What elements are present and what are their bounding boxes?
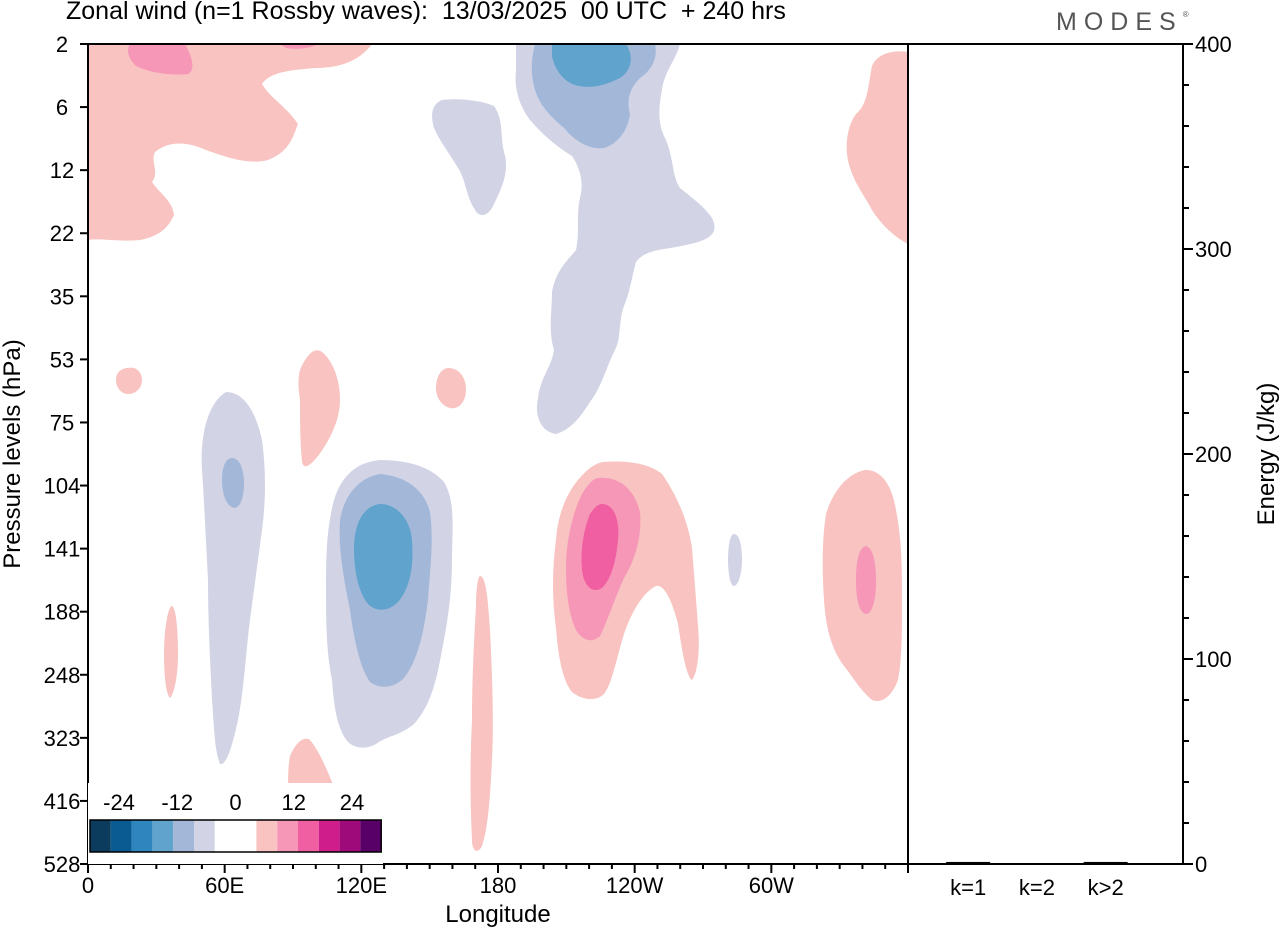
energy-category-label: k=1 bbox=[950, 875, 986, 900]
y-tick-label: 2 bbox=[56, 32, 68, 57]
y-tick-label: 6 bbox=[56, 95, 68, 120]
energy-tick-label: 100 bbox=[1195, 647, 1232, 672]
contour-negative-blob-upper bbox=[432, 99, 507, 216]
y-tick-label: 416 bbox=[44, 789, 81, 814]
x-tick-label: 180 bbox=[480, 873, 517, 898]
y-tick-label: 75 bbox=[50, 410, 74, 435]
contour-positive-right-core bbox=[856, 546, 876, 614]
chart-title: Zonal wind (n=1 Rossby waves): 13/03/202… bbox=[66, 0, 786, 25]
y-tick-label: 323 bbox=[44, 726, 81, 751]
x-axis-ticks: 0 60E 120E 180 120W 60W bbox=[82, 864, 909, 898]
logo-text: MODES bbox=[1056, 8, 1183, 36]
contour-positive-streak-180 bbox=[470, 576, 493, 851]
y-tick-label: 248 bbox=[44, 663, 81, 688]
colorbar-swatch bbox=[256, 820, 278, 852]
energy-tick-label: 300 bbox=[1195, 237, 1232, 262]
contour-positive-topleft bbox=[88, 44, 372, 241]
y-tick-label: 35 bbox=[50, 284, 74, 309]
x-tick-label: 60W bbox=[749, 873, 794, 898]
colorbar-swatch bbox=[235, 820, 257, 852]
colorbar-frame bbox=[89, 819, 382, 853]
colorbar-swatch bbox=[360, 820, 382, 852]
contour-positive-streak-35e bbox=[164, 606, 178, 698]
modes-logo: MODES® bbox=[1056, 8, 1189, 37]
energy-bar bbox=[1083, 861, 1128, 864]
y-tick-label: 141 bbox=[44, 537, 81, 562]
colorbar-swatch bbox=[318, 820, 340, 852]
x-tick-label: 120W bbox=[606, 873, 664, 898]
energy-category-label: k>2 bbox=[1088, 875, 1124, 900]
energy-category-label: k=2 bbox=[1019, 875, 1055, 900]
energy-axis-ticks: 0 100 200 300 400 bbox=[1183, 32, 1232, 877]
colorbar: -24 -12 0 12 24 bbox=[88, 783, 383, 864]
contour-negative-column bbox=[515, 44, 715, 434]
contour-negative-spot-60w bbox=[728, 534, 742, 586]
colorbar-swatch bbox=[131, 820, 153, 852]
y-axis-ticks: 2 6 12 22 35 53 75 104 141 188 248 323 416 528 bbox=[44, 32, 88, 877]
energy-axis-title: Energy (J/kg) bbox=[1253, 383, 1280, 526]
colorbar-label: 24 bbox=[340, 790, 364, 815]
x-tick-label: 120E bbox=[336, 873, 387, 898]
energy-tick-label: 400 bbox=[1195, 32, 1232, 57]
x-tick-label: 0 bbox=[82, 873, 94, 898]
colorbar-swatch bbox=[339, 820, 361, 852]
contour-positive-main-core bbox=[581, 504, 619, 590]
x-tick-label: 60E bbox=[205, 873, 244, 898]
colorbar-swatch bbox=[277, 820, 298, 852]
registered-mark: ® bbox=[1182, 10, 1189, 19]
colorbar-swatch bbox=[173, 820, 194, 852]
y-tick-label: 12 bbox=[50, 158, 74, 183]
energy-bars: k=1 k=2 k>2 bbox=[946, 861, 1128, 900]
contour-positive-spot-160w bbox=[436, 368, 466, 409]
colorbar-label: 12 bbox=[282, 790, 306, 815]
colorbar-swatch bbox=[90, 820, 111, 852]
contour-positive-topleft-core bbox=[128, 44, 193, 75]
y-tick-label: 53 bbox=[50, 347, 74, 372]
energy-bar bbox=[946, 861, 991, 864]
colorbar-swatch bbox=[214, 820, 236, 852]
colorbar-swatch bbox=[194, 820, 215, 852]
contour-positive-topleft-sliver bbox=[280, 44, 318, 49]
colorbar-label: 0 bbox=[229, 790, 241, 815]
y-tick-label: 188 bbox=[44, 600, 81, 625]
colorbar-swatch bbox=[110, 820, 132, 852]
energy-tick-label: 200 bbox=[1195, 442, 1232, 467]
contour-negative-lower-left-core bbox=[222, 458, 244, 508]
contour-positive-topright bbox=[846, 51, 908, 245]
colorbar-swatch bbox=[152, 820, 174, 852]
y-tick-label: 528 bbox=[44, 852, 81, 877]
y-axis-title: Pressure levels (hPa) bbox=[0, 339, 26, 568]
colorbar-swatch bbox=[298, 820, 319, 852]
contour-negative-main-core bbox=[354, 504, 413, 610]
contour-negative-column-core bbox=[552, 44, 631, 87]
energy-tick-label: 0 bbox=[1195, 852, 1207, 877]
colorbar-label: -24 bbox=[103, 790, 135, 815]
contour-positive-spot-20e bbox=[116, 367, 142, 394]
y-tick-label: 22 bbox=[50, 221, 74, 246]
y-tick-label: 104 bbox=[44, 474, 81, 499]
colorbar-label: -12 bbox=[161, 790, 193, 815]
contour-positive-blob-53 bbox=[298, 350, 340, 467]
contour-negative-lower-left bbox=[201, 392, 265, 765]
contour-field bbox=[88, 44, 908, 864]
x-axis-title: Longitude bbox=[445, 901, 550, 928]
